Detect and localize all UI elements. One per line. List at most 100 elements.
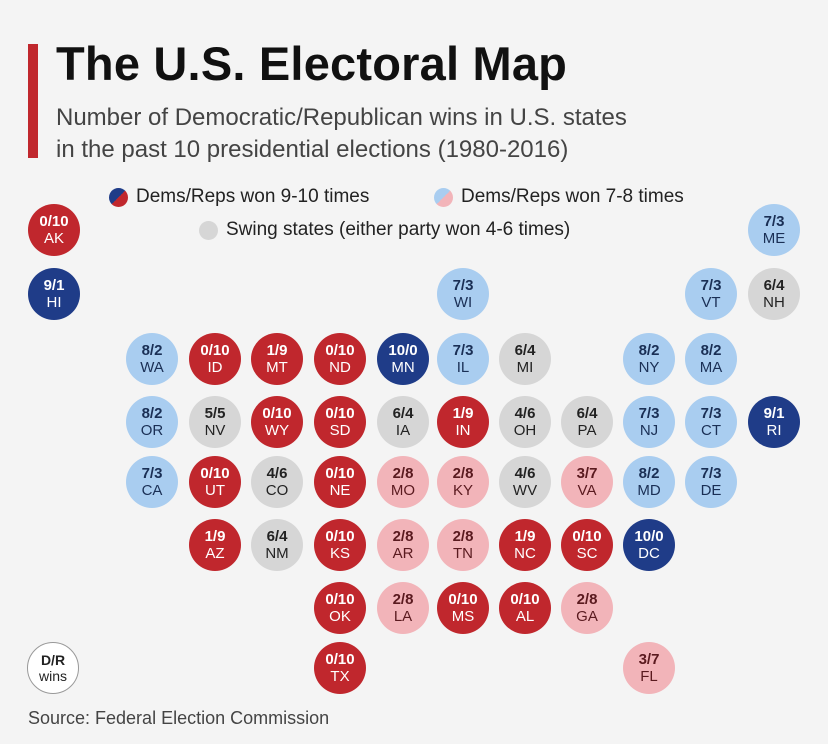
state-abbr: WA xyxy=(140,359,164,376)
state-co: 4/6 CO xyxy=(251,456,303,508)
state-la: 2/8 LA xyxy=(377,582,429,634)
state-nm: 6/4 NM xyxy=(251,519,303,571)
state-abbr: NM xyxy=(265,545,289,562)
state-abbr: WY xyxy=(264,422,290,439)
state-pa: 6/4 PA xyxy=(561,396,613,448)
state-abbr: OK xyxy=(329,608,351,625)
state-abbr: HI xyxy=(46,294,62,311)
state-abbr: DE xyxy=(700,482,722,499)
state-abbr: PA xyxy=(577,422,597,439)
state-vt: 7/3 VT xyxy=(685,268,737,320)
state-ri: 9/1 RI xyxy=(748,396,800,448)
state-abbr: AK xyxy=(43,230,64,247)
state-abbr: AL xyxy=(515,608,535,625)
state-ar: 2/8 AR xyxy=(377,519,429,571)
state-ratio: 0/10 xyxy=(448,591,478,608)
state-ratio: 0/10 xyxy=(510,591,540,608)
state-abbr: OR xyxy=(140,422,164,439)
state-ratio: 5/5 xyxy=(204,405,226,422)
state-abbr: AZ xyxy=(205,545,225,562)
state-ratio: 7/3 xyxy=(700,465,722,482)
state-abbr: MD xyxy=(637,482,661,499)
state-sc: 0/10 SC xyxy=(561,519,613,571)
state-ratio: 2/8 xyxy=(452,465,474,482)
state-abbr: SD xyxy=(329,422,351,439)
state-abbr: MA xyxy=(699,359,723,376)
state-nv: 5/5 NV xyxy=(189,396,241,448)
state-ratio: 0/10 xyxy=(572,528,602,545)
state-hi: 9/1 HI xyxy=(28,268,80,320)
state-ratio: 7/3 xyxy=(141,465,163,482)
state-abbr: AR xyxy=(392,545,414,562)
subtitle: Number of Democratic/Republican wins in … xyxy=(56,102,756,166)
state-mn: 10/0 MN xyxy=(377,333,429,385)
state-ratio: 1/9 xyxy=(514,528,536,545)
state-ratio: 2/8 xyxy=(392,528,414,545)
state-abbr: KY xyxy=(452,482,473,499)
accent-bar xyxy=(28,44,38,158)
state-ratio: 7/3 xyxy=(700,277,722,294)
state-abbr: OH xyxy=(513,422,537,439)
state-id: 0/10 ID xyxy=(189,333,241,385)
state-me: 7/3 ME xyxy=(748,204,800,256)
legend-item-strong: Dems/Reps won 9-10 times xyxy=(109,186,369,208)
state-ratio: 7/3 xyxy=(700,405,722,422)
source-note: Source: Federal Election Commission xyxy=(28,708,330,728)
state-ks: 0/10 KS xyxy=(314,519,366,571)
state-abbr: CO xyxy=(265,482,289,499)
state-ratio: 8/2 xyxy=(141,405,163,422)
state-nj: 7/3 NJ xyxy=(623,396,675,448)
state-abbr: TN xyxy=(453,545,473,562)
state-abbr: NY xyxy=(638,359,660,376)
key-line-2: wins xyxy=(38,668,67,684)
state-abbr: IN xyxy=(455,422,471,439)
state-abbr: CA xyxy=(141,482,163,499)
state-ratio: 2/8 xyxy=(392,465,414,482)
subtitle-line-1: Number of Democratic/Republican wins in … xyxy=(56,104,627,131)
state-abbr: NV xyxy=(204,422,226,439)
state-mt: 1/9 MT xyxy=(251,333,303,385)
state-md: 8/2 MD xyxy=(623,456,675,508)
state-az: 1/9 AZ xyxy=(189,519,241,571)
legend-label-lean: Dems/Reps won 7-8 times xyxy=(461,186,684,207)
state-ca: 7/3 CA xyxy=(126,456,178,508)
state-ratio: 1/9 xyxy=(266,342,288,359)
state-abbr: MN xyxy=(391,359,415,376)
state-ratio: 2/8 xyxy=(576,591,598,608)
state-de: 7/3 DE xyxy=(685,456,737,508)
state-ratio: 7/3 xyxy=(763,213,785,230)
state-ky: 2/8 KY xyxy=(437,456,489,508)
state-abbr: ME xyxy=(762,230,786,247)
state-ratio: 8/2 xyxy=(700,342,722,359)
state-abbr: GA xyxy=(576,608,598,625)
state-ratio: 6/4 xyxy=(576,405,598,422)
swing-dot-icon xyxy=(199,220,218,240)
state-ratio: 6/4 xyxy=(392,405,414,422)
state-ratio: 4/6 xyxy=(514,465,536,482)
state-abbr: SC xyxy=(576,545,598,562)
state-tx: 0/10 TX xyxy=(314,642,366,694)
state-wy: 0/10 WY xyxy=(251,396,303,448)
state-ratio: 0/10 xyxy=(262,405,292,422)
state-ratio: 6/4 xyxy=(763,277,785,294)
state-ia: 6/4 IA xyxy=(377,396,429,448)
state-va: 3/7 VA xyxy=(561,456,613,508)
state-abbr: CT xyxy=(701,422,721,439)
subtitle-line-2: in the past 10 presidential elections (1… xyxy=(56,136,569,163)
state-ratio: 1/9 xyxy=(204,528,226,545)
state-abbr: MO xyxy=(390,482,416,499)
state-ratio: 0/10 xyxy=(325,405,355,422)
state-nc: 1/9 NC xyxy=(499,519,551,571)
state-ratio: 0/10 xyxy=(325,591,355,608)
state-dc: 10/0 DC xyxy=(623,519,675,571)
state-mo: 2/8 MO xyxy=(377,456,429,508)
state-ne: 0/10 NE xyxy=(314,456,366,508)
legend-item-lean: Dems/Reps won 7-8 times xyxy=(434,186,684,208)
state-abbr: DC xyxy=(638,545,660,562)
state-abbr: VT xyxy=(701,294,721,311)
state-ratio: 0/10 xyxy=(325,342,355,359)
state-ratio: 4/6 xyxy=(514,405,536,422)
state-abbr: FL xyxy=(640,668,658,685)
state-ms: 0/10 MS xyxy=(437,582,489,634)
state-ct: 7/3 CT xyxy=(685,396,737,448)
